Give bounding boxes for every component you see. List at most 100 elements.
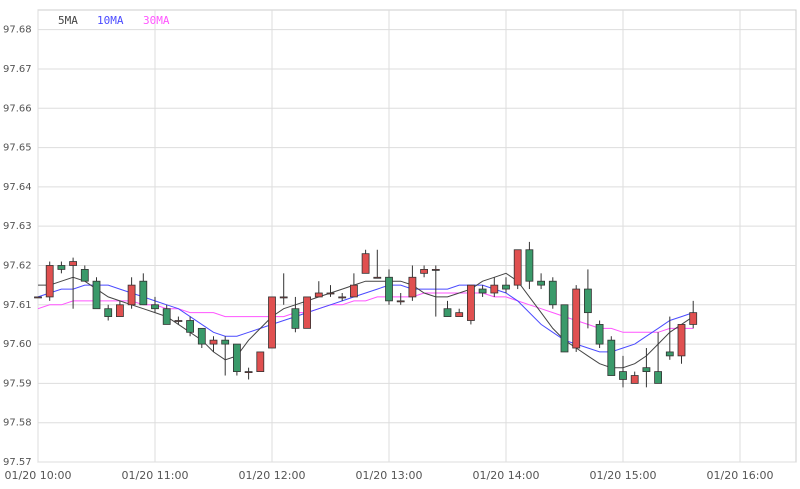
candle-body [34, 296, 42, 299]
candle-body [303, 296, 312, 329]
candle [607, 336, 616, 376]
candle-body [45, 265, 54, 298]
candle-body [279, 296, 288, 299]
candle [525, 241, 534, 290]
candle [209, 336, 218, 352]
candle [139, 273, 148, 306]
candle [595, 320, 604, 349]
candle-body [607, 339, 616, 376]
candle-body [385, 276, 393, 302]
candle-body [361, 253, 370, 274]
candle-body [151, 304, 159, 310]
candle [69, 257, 77, 309]
moving-average-lines [37, 272, 694, 369]
x-tick-label: 01/20 11:00 [122, 469, 189, 482]
ma10-line [37, 284, 694, 353]
candle-body [209, 339, 218, 345]
candle [455, 308, 464, 317]
candle [361, 249, 370, 274]
candle-body [116, 304, 124, 317]
candle-body [595, 324, 604, 345]
candles [34, 241, 698, 388]
candle-body [338, 296, 347, 299]
plot-border [37, 9, 797, 463]
candle [57, 261, 66, 274]
candle [174, 316, 183, 325]
candle [232, 343, 241, 376]
legend-entry: 30MA [143, 14, 170, 27]
candle [396, 292, 405, 305]
candle-body [548, 280, 557, 306]
candle-body [232, 343, 241, 372]
y-tick-label: 97.61 [3, 300, 32, 311]
y-tick-label: 97.66 [3, 103, 32, 114]
candle-body [221, 339, 230, 345]
candle-body [349, 284, 358, 298]
candle [502, 277, 510, 293]
x-tick-label: 01/20 15:00 [590, 469, 657, 482]
candle [104, 304, 113, 321]
y-axis: 97.57 97.58 97.59 97.60 97.61 97.62 97.63 97.64… [3, 25, 32, 468]
candle-body [186, 320, 195, 333]
candle-body [162, 308, 171, 325]
candle-body [490, 284, 499, 294]
candle [572, 285, 581, 352]
candle [92, 277, 101, 310]
candle [244, 367, 253, 380]
candle-body [665, 351, 674, 357]
candle-body [57, 265, 66, 270]
y-tick-label: 97.62 [3, 260, 32, 271]
candle [560, 304, 569, 353]
candle [478, 285, 487, 297]
candle-body [513, 249, 522, 286]
candle [116, 300, 124, 317]
candle [162, 304, 171, 325]
candle-body [139, 280, 148, 306]
y-tick-label: 97.68 [3, 25, 32, 36]
candle-body [244, 371, 253, 374]
candle [314, 281, 323, 298]
candle-body [478, 288, 487, 294]
candle-body [572, 288, 581, 349]
ma5-line [38, 272, 694, 369]
candle-body [619, 371, 627, 380]
candle-body [642, 367, 651, 372]
candle [537, 273, 545, 290]
candle-body [525, 249, 534, 282]
candle-body [408, 276, 417, 298]
y-tick-label: 97.60 [3, 339, 32, 350]
candle [642, 348, 651, 388]
candle [619, 355, 627, 388]
candle [385, 269, 393, 305]
candle-body [431, 269, 440, 271]
candle [268, 296, 276, 349]
candle-body [373, 276, 382, 279]
candle [677, 324, 686, 364]
y-tick-label: 97.57 [3, 457, 32, 468]
y-tick-label: 97.59 [3, 378, 32, 389]
ma30-line [37, 292, 694, 333]
candle-body [127, 284, 136, 306]
y-tick-label: 97.65 [3, 143, 32, 154]
candle-body [455, 312, 464, 317]
candle-body [80, 269, 89, 282]
candle-body [326, 292, 335, 295]
candle-body [443, 308, 452, 317]
candle [513, 249, 522, 290]
candle [127, 277, 136, 309]
x-tick-label: 01/20 12:00 [239, 469, 306, 482]
candle [151, 296, 159, 313]
candle [431, 265, 440, 317]
candle-body [677, 324, 686, 357]
candle [548, 277, 557, 309]
candle [443, 300, 452, 317]
candle-body [92, 280, 101, 310]
candle-body [268, 296, 276, 349]
legend-entry: 5MA [58, 14, 78, 27]
x-tick-label: 01/20 10:00 [5, 469, 72, 482]
x-tick-label: 01/20 16:00 [707, 469, 774, 482]
y-tick-label: 97.58 [3, 418, 32, 429]
y-tick-label: 97.63 [3, 221, 32, 232]
